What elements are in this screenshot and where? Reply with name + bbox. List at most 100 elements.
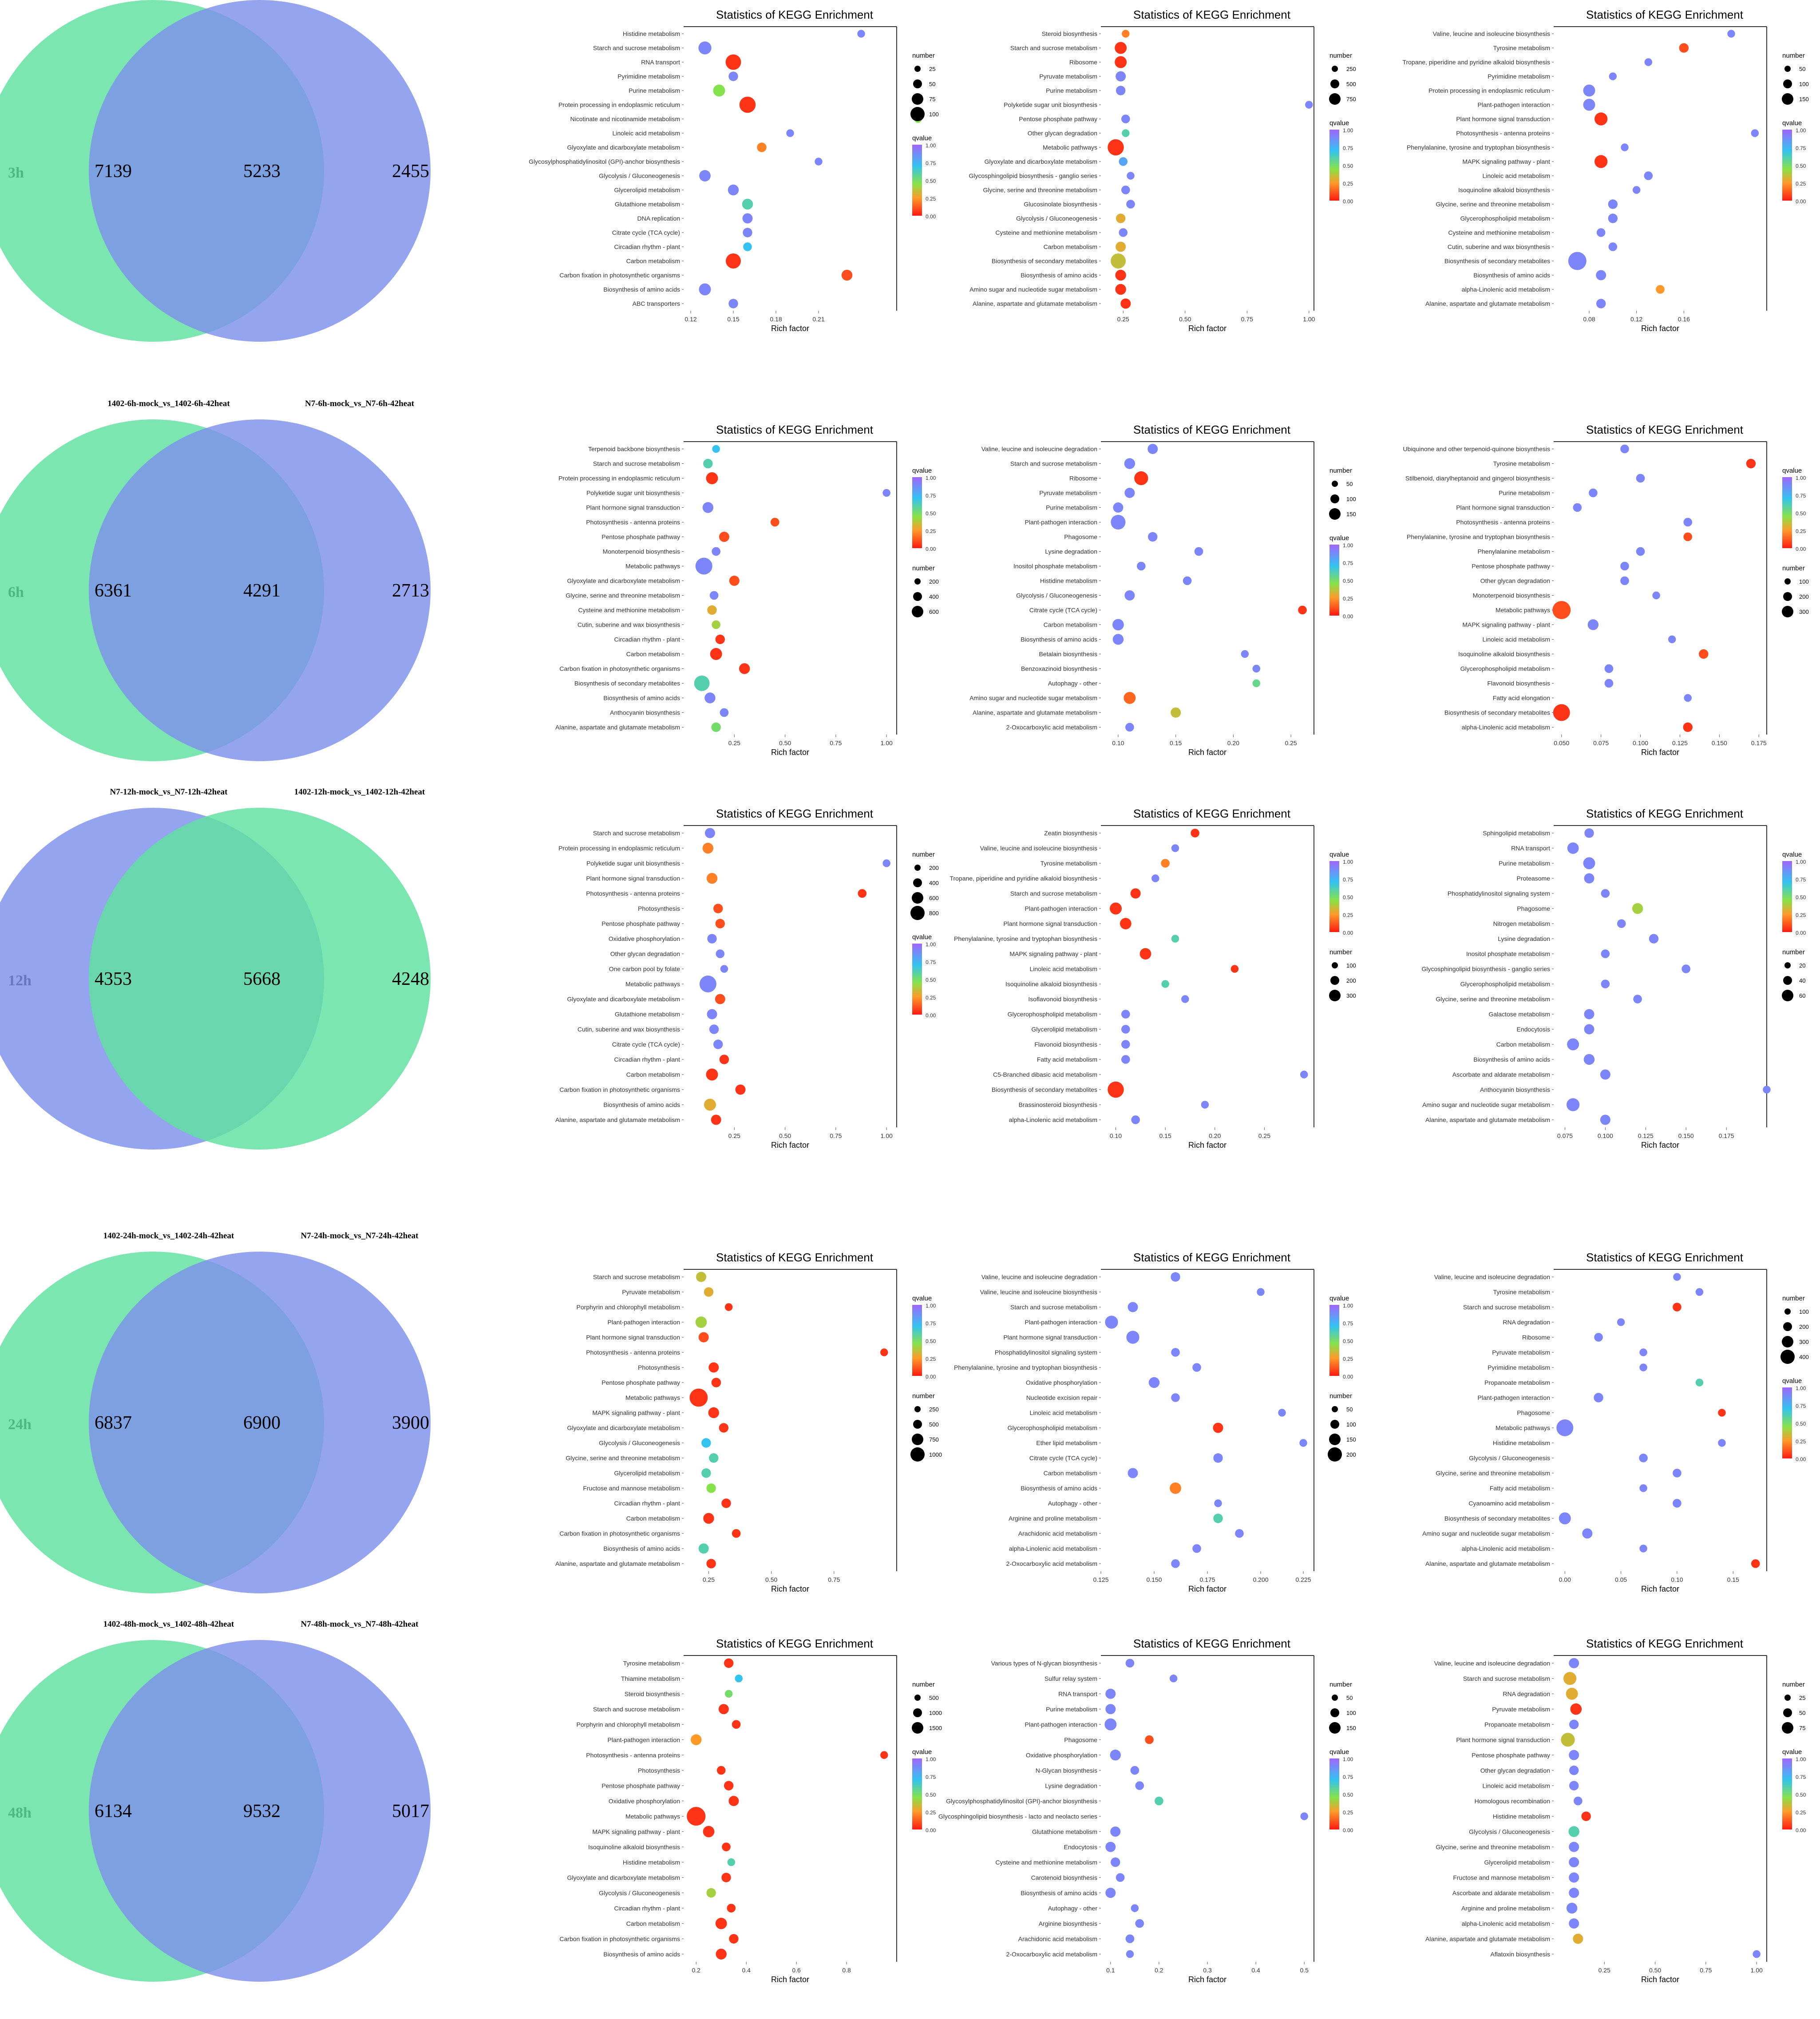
x-axis-label: Rich factor [771,324,809,333]
number-legend-label: 20 [1799,962,1805,969]
bubble-point [716,949,725,958]
number-legend-dot [1330,1708,1339,1717]
bubble-point [689,1388,708,1407]
bubble-point [707,934,717,944]
bubble-point [880,1751,888,1759]
qvalue-tick-label: 0.75 [1343,877,1353,883]
term-label: alpha-Linolenic acid metabolism [1462,1920,1550,1927]
term-label: Other glycan degradation [610,950,680,957]
x-tick-label: 0.125 [1672,739,1688,747]
x-tick-label: 0.10 [1112,739,1124,747]
number-legend-dot [1332,481,1338,487]
term-label: Plant-pathogen interaction [608,1319,680,1326]
term-label: Glucosinolate biosynthesis [1024,201,1097,208]
term-label: Cyanoamino acid metabolism [1468,1500,1550,1507]
term-label: Monoterpenoid biosynthesis [603,548,680,555]
x-tick-label: 0.3 [1203,1967,1212,1974]
bubble-point [1594,1333,1603,1342]
term-label: Plant hormone signal transduction [586,875,680,882]
term-label: Plant-pathogen interaction [1025,519,1097,526]
x-tick-label: 0.225 [1295,1576,1311,1583]
bubble-point [1636,474,1645,483]
bubble-point [1120,918,1132,929]
bubble-point [1122,30,1130,38]
number-legend-dot [910,107,925,121]
term-label: Starch and sucrose metabolism [1010,1304,1097,1311]
bubble-point [1600,1114,1610,1125]
bubble-point [701,1468,711,1478]
number-legend-dot [1330,976,1339,985]
qvalue-colorbar [912,477,922,548]
number-legend-dot [1783,79,1792,88]
x-tick-label: 0.5 [1300,1967,1309,1974]
x-axis-label: Rich factor [1188,324,1227,333]
qvalue-tick-label: 0.50 [1796,894,1806,901]
bubble-point [1584,1024,1594,1035]
term-label: Polyketide sugar unit biosynthesis [1004,101,1097,108]
bubble-point [1584,873,1594,884]
bubble-point [1569,1888,1579,1898]
x-tick-label: 0.150 [1146,1576,1162,1583]
bubble-point [1299,1439,1307,1447]
venn-left-count: 4353 [95,969,132,989]
term-label: Nucleotide excision repair [1026,1394,1098,1401]
term-label: Pyrimidine metabolism [1488,73,1550,80]
bubble-point [713,84,725,97]
bubble-point [1584,828,1594,838]
term-label: alpha-Linolenic acid metabolism [1462,724,1550,731]
term-label: Pyruvate metabolism [1492,1349,1550,1356]
term-label: Starch and sucrose metabolism [593,1706,680,1713]
bubble-point [815,158,823,166]
bubble-point [1608,242,1618,251]
number-legend-dot [913,79,922,88]
bubble-point [1147,444,1158,454]
term-label: Other glycan degradation [1480,1767,1550,1774]
number-legend-dot [912,606,923,617]
bubble-point [1192,1363,1201,1372]
number-legend-label: 50 [1799,1710,1805,1716]
number-legend-dot [1782,606,1793,617]
number-legend-title: number [1782,1681,1805,1688]
term-label: Phenylalanine, tyrosine and tryptophan b… [1407,533,1550,541]
term-label: Valine, leucine and isoleucine degradati… [1434,1273,1550,1280]
bubble-point [1617,1318,1625,1326]
bubble-point [1148,1377,1160,1388]
venn-diagram: 6361 4291 2713 1402-6h-mock_vs_1402-6h-42he… [0,399,431,761]
number-legend-title: number [912,851,935,858]
bubble-point [1192,1544,1201,1553]
bubble-point [704,1098,716,1111]
term-label: Pyruvate metabolism [622,1288,680,1296]
qvalue-tick-label: 0.75 [926,160,936,166]
term-label: Photosynthesis [638,1364,680,1371]
term-label: Alanine, aspartate and glutamate metabol… [555,724,680,731]
bubble-point [1230,965,1239,973]
qvalue-legend-title: qvalue [912,134,932,142]
bubble-point [1569,1658,1579,1668]
qvalue-colorbar [1782,130,1792,201]
term-label: Biosynthesis of amino acids [603,695,680,702]
bubble-point [1569,1750,1579,1760]
term-label: Glyoxylate and dicarboxylate metabolism [567,1874,680,1881]
bubble-point [857,30,865,38]
x-tick-label: 0.175 [1199,1576,1215,1583]
term-label: Glycerolipid metabolism [1484,1859,1550,1866]
bubble-point [715,919,725,929]
bubble-point [1305,101,1313,109]
bubble-point [743,242,752,251]
qvalue-tick-label: 0.00 [1796,930,1806,936]
bubble-point [739,663,750,674]
number-legend-dot [1782,1336,1793,1347]
bubble-point [1171,1393,1180,1402]
bubble-point [1116,1873,1125,1882]
term-label: Carbon fixation in photosynthetic organi… [559,1935,680,1942]
term-label: Glycerophospholipid metabolism [1460,215,1550,222]
bubble-point [1131,1115,1140,1124]
term-label: Oxidative phosphorylation [609,935,680,942]
term-label: Carotenoid biosynthesis [1031,1874,1097,1881]
term-label: Circadian rhythm - plant [614,243,680,250]
x-tick-label: 0.25 [1117,316,1129,323]
bubble-point [1608,199,1618,209]
term-label: Protein processing in endoplasmic reticu… [1428,87,1550,94]
qvalue-tick-label: 0.25 [1796,528,1806,534]
venn-left-count: 6134 [95,1801,132,1821]
